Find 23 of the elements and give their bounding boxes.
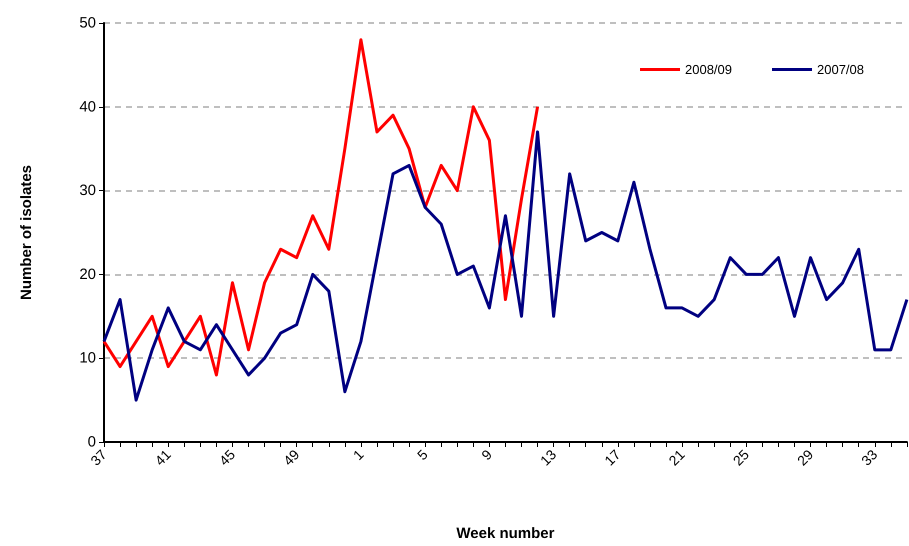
y-axis-title: Number of isolates [18, 164, 35, 300]
y-tick-label: 10 [79, 350, 96, 367]
x-tick-label: 33 [858, 446, 881, 469]
legend-label: 2007/08 [817, 62, 864, 77]
y-tick-label: 40 [79, 98, 96, 116]
x-tick-label: 41 [152, 446, 174, 469]
y-tick-label: 20 [79, 266, 96, 283]
x-tick-label: 5 [414, 446, 431, 464]
x-tick-label: 29 [794, 446, 816, 469]
x-tick-label: 1 [350, 446, 367, 464]
x-tick-label: 25 [730, 446, 752, 469]
x-tick-label: 21 [665, 446, 688, 469]
y-tick-label: 30 [79, 182, 96, 200]
x-tick-label: 9 [478, 446, 496, 464]
x-tick-label: 13 [536, 446, 560, 469]
x-tick-label: 45 [216, 446, 238, 469]
y-tick-label: 50 [79, 14, 96, 32]
x-tick-label: 17 [601, 446, 624, 469]
x-tick-label: 49 [280, 446, 302, 469]
x-axis-title: Week number [456, 525, 555, 542]
line-series [102, 130, 908, 402]
line-series [102, 38, 540, 376]
legend-label: 2008/09 [685, 62, 732, 77]
